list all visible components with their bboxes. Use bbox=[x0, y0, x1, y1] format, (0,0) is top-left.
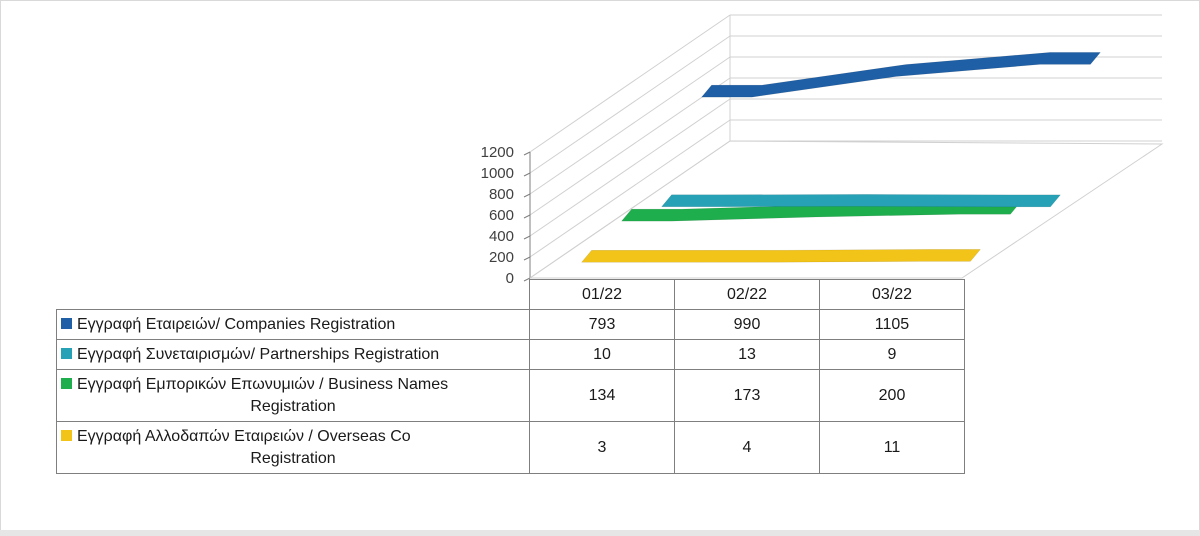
table-cell: 4 bbox=[674, 421, 820, 474]
table-cell: 9 bbox=[819, 339, 965, 370]
gridline bbox=[529, 35, 731, 174]
gridline bbox=[529, 98, 731, 237]
category-label: 02/22 bbox=[674, 279, 820, 310]
series-ribbon-0 bbox=[701, 52, 1101, 98]
table-cell: 13 bbox=[674, 339, 820, 370]
series-label: Εγγραφή Εταιρειών/ Companies Registratio… bbox=[56, 309, 530, 340]
y-tick-mark bbox=[523, 172, 531, 177]
table-cell: 11 bbox=[819, 421, 965, 474]
data-table: 01/22 02/22 03/22 Εγγραφή Εταιρειών/ Com… bbox=[56, 279, 965, 474]
table-cell: 200 bbox=[819, 369, 965, 422]
y-tick-mark bbox=[523, 256, 531, 261]
table-row: Εγγραφή Εταιρειών/ Companies Registratio… bbox=[56, 309, 965, 340]
table-cell: 173 bbox=[674, 369, 820, 422]
series-label: Εγγραφή Συνεταιρισμών/ Partnerships Regi… bbox=[56, 339, 530, 370]
table-cell: 990 bbox=[674, 309, 820, 340]
y-tick-label: 400 bbox=[489, 228, 514, 245]
companies-swatch-icon bbox=[61, 317, 72, 329]
y-tick-mark bbox=[523, 214, 531, 219]
table-cell: 10 bbox=[529, 339, 675, 370]
table-row: Εγγραφή Αλλοδαπών Εταιρειών / Overseas C… bbox=[56, 421, 965, 474]
gridline bbox=[529, 56, 731, 195]
gridline bbox=[529, 14, 731, 153]
overseas-swatch-icon bbox=[61, 429, 72, 441]
table-header-row: 01/22 02/22 03/22 bbox=[56, 279, 965, 310]
series-ribbon-3 bbox=[581, 249, 981, 263]
gridline bbox=[529, 119, 731, 258]
y-tick-mark bbox=[523, 193, 531, 198]
y-tick-label: 800 bbox=[489, 186, 514, 203]
table-cell: 793 bbox=[529, 309, 675, 340]
category-label: 03/22 bbox=[819, 279, 965, 310]
table-row: Εγγραφή Εμπορικών Επωνυμιών / Business N… bbox=[56, 369, 965, 422]
y-tick-mark bbox=[523, 151, 531, 156]
chart-floor bbox=[528, 140, 1164, 279]
table-corner bbox=[56, 279, 530, 310]
partnerships-swatch-icon bbox=[61, 347, 72, 359]
gridline bbox=[529, 77, 731, 216]
y-tick-label: 200 bbox=[489, 249, 514, 266]
y-tick-label: 1200 bbox=[481, 144, 514, 161]
business-names-swatch-icon bbox=[61, 377, 72, 389]
y-tick-label: 1000 bbox=[481, 165, 514, 182]
series-label: Εγγραφή Αλλοδαπών Εταιρειών / Overseas C… bbox=[56, 421, 530, 474]
y-tick-label: 0 bbox=[506, 270, 514, 287]
table-row: Εγγραφή Συνεταιρισμών/ Partnerships Regi… bbox=[56, 339, 965, 370]
y-tick-mark bbox=[523, 235, 531, 240]
category-label: 01/22 bbox=[529, 279, 675, 310]
table-cell: 134 bbox=[529, 369, 675, 422]
y-tick-label: 600 bbox=[489, 207, 514, 224]
series-ribbon-1 bbox=[661, 194, 1061, 208]
table-cell: 3 bbox=[529, 421, 675, 474]
series-label: Εγγραφή Εμπορικών Επωνυμιών / Business N… bbox=[56, 369, 530, 422]
bottom-strip bbox=[0, 530, 1200, 536]
table-cell: 1105 bbox=[819, 309, 965, 340]
